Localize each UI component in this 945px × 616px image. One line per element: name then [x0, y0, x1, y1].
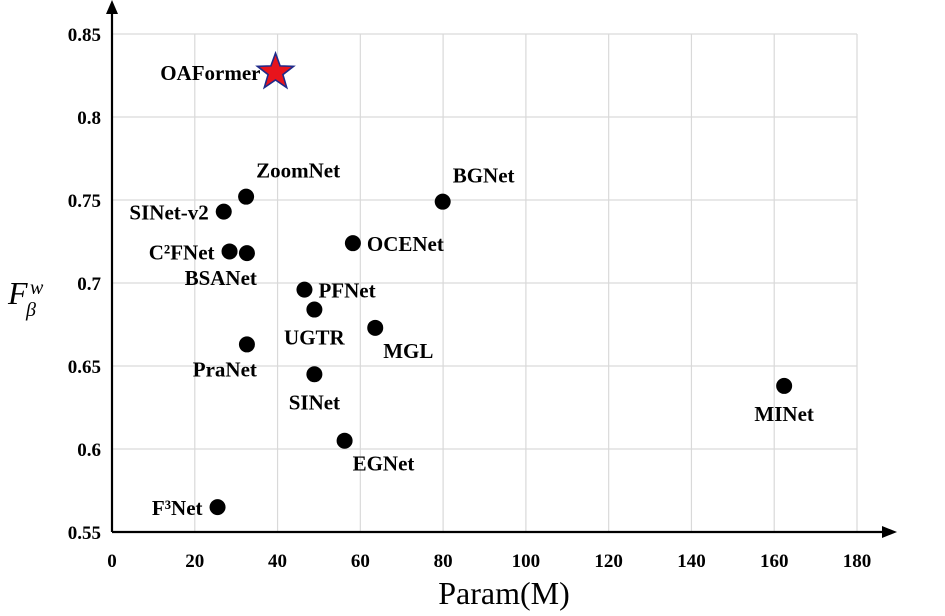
point-zoomnet [238, 188, 255, 205]
point-bsanet [238, 245, 255, 262]
y-tick-label: 0.8 [77, 108, 101, 129]
point-mgl [367, 319, 384, 336]
x-tick-label: 60 [351, 551, 370, 572]
point-minet [776, 377, 793, 394]
x-tick-label: 80 [434, 551, 453, 572]
x-axis-arrow [882, 526, 897, 538]
point-c-fnet [221, 243, 238, 260]
grid-lines [112, 33, 858, 532]
label-sinet-v2: SINet-v2 [129, 201, 208, 225]
label-mgl: MGL [383, 339, 433, 363]
point-bgnet [434, 193, 451, 210]
y-axis-arrow [106, 0, 118, 14]
label-egnet: EGNet [353, 452, 415, 476]
data-points [209, 50, 793, 516]
label-ocenet: OCENet [367, 232, 444, 256]
y-tick-label: 0.6 [77, 440, 101, 461]
y-axis-title-sup: w [30, 277, 44, 299]
y-tick-label: 0.75 [68, 191, 101, 212]
point-egnet [336, 432, 353, 449]
point-oaformer-star [255, 50, 296, 90]
point-f-net [209, 499, 226, 516]
x-tick-label: 120 [594, 551, 623, 572]
label-bgnet: BGNet [453, 164, 515, 188]
label-c-fnet: C²FNet [149, 240, 215, 264]
axes [106, 0, 897, 538]
x-tick-label: 140 [677, 551, 706, 572]
y-tick-label: 0.55 [68, 523, 101, 544]
label-oaformer: OAFormer [160, 61, 260, 85]
x-tick-label: 100 [512, 551, 541, 572]
label-f-net: F³Net [152, 496, 203, 520]
x-tick-label: 180 [843, 551, 872, 572]
y-axis-title-sub: β [25, 299, 36, 321]
label-sinet: SINet [289, 390, 340, 414]
tick-labels: 0 20 40 60 80 100 120 140 160 180 0.55 0.6 0.65 0.7 0.… [68, 25, 872, 572]
label-pranet: PraNet [193, 357, 257, 381]
point-ocenet [344, 235, 361, 252]
label-pfnet: PFNet [318, 279, 375, 303]
y-tick-label: 0.85 [68, 25, 101, 46]
y-axis-title: F [7, 275, 28, 311]
y-tick-label: 0.65 [68, 357, 101, 378]
label-minet: MINet [754, 402, 813, 426]
label-bsanet: BSANet [185, 266, 257, 290]
x-tick-label: 40 [268, 551, 287, 572]
label-ugtr: UGTR [284, 326, 346, 350]
y-tick-label: 0.7 [77, 274, 101, 295]
x-axis-title: Param(M) [438, 575, 570, 611]
point-ugtr [306, 301, 323, 318]
point-sinet-v2 [215, 203, 232, 220]
point-labels: OAFormer ZoomNet SINet-v2 BGNet C²FNetBSANet… [129, 61, 813, 520]
x-tick-label: 0 [107, 551, 117, 572]
x-tick-label: 20 [185, 551, 204, 572]
point-sinet [306, 366, 323, 383]
point-pfnet [296, 281, 313, 298]
label-zoomnet: ZoomNet [256, 159, 340, 183]
point-pranet [238, 336, 255, 353]
x-tick-label: 160 [760, 551, 789, 572]
